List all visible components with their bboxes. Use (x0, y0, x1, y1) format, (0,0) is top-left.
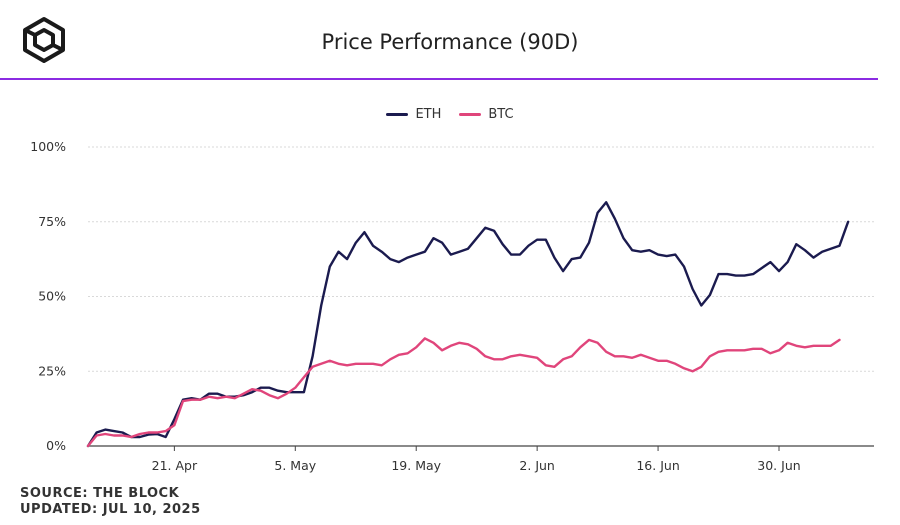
series-line-eth (86, 201, 850, 448)
title-divider (0, 78, 878, 80)
legend-label-btc: BTC (488, 107, 514, 122)
source-note: SOURCE: THE BLOCK (20, 486, 180, 501)
x-tick-label: 2. Jun (519, 458, 554, 473)
y-tick-label: 50% (38, 289, 66, 304)
y-tick-label: 100% (30, 139, 66, 154)
x-tick-label: 19. May (391, 458, 441, 473)
cube-logo-icon (23, 17, 65, 63)
y-tick-label: 25% (38, 363, 66, 378)
chart-footer: SOURCE: THE BLOCK UPDATED: JUL 10, 2025 (20, 486, 201, 518)
series-line-btc (86, 337, 841, 448)
legend-swatch-eth (386, 113, 409, 116)
legend-label-eth: ETH (415, 107, 442, 122)
legend-swatch-btc (459, 113, 482, 116)
y-tick-label: 0% (46, 438, 66, 453)
updated-note: UPDATED: JUL 10, 2025 (20, 502, 201, 517)
line-chart: 0% 25% 50% 75% 100% 21. Apr 5. May 19. May 2. Ju… (30, 139, 874, 473)
y-tick-label: 75% (38, 214, 66, 229)
page-title: Price Performance (90D) (321, 30, 579, 54)
legend-item-btc[interactable]: BTC (459, 107, 514, 122)
legend-item-eth[interactable]: ETH (386, 107, 441, 122)
x-tick-label: 30. Jun (757, 458, 800, 473)
x-tick-label: 21. Apr (152, 458, 198, 473)
chart-legend: ETH BTC (0, 107, 900, 122)
x-tick-label: 16. Jun (636, 458, 679, 473)
x-tick-label: 5. May (274, 458, 316, 473)
